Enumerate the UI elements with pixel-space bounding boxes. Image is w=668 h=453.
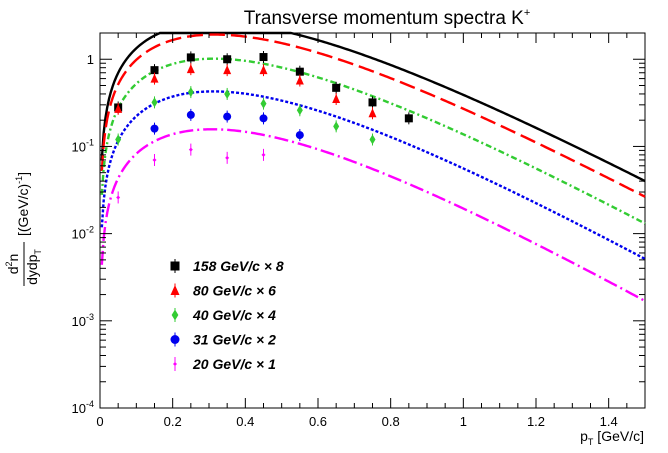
- fit-curve: [100, 31, 646, 183]
- marker-diamond: [171, 309, 179, 321]
- marker-star: [152, 157, 157, 162]
- marker-circle: [223, 112, 232, 121]
- plot-frame: [99, 32, 646, 409]
- marker-triangle: [223, 65, 232, 75]
- marker-diamond: [260, 98, 267, 109]
- marker-square: [404, 114, 413, 123]
- data-points: [114, 51, 413, 204]
- marker-square: [170, 261, 180, 271]
- marker-square: [332, 83, 341, 92]
- marker-triangle: [295, 75, 304, 85]
- marker-diamond: [151, 97, 158, 108]
- y-axis-ticks: 1 10-1 10-2 10-3 10-4: [72, 32, 645, 416]
- legend-label: 80 GeV/c × 6: [193, 283, 276, 299]
- y-tick-label: 10-3: [72, 312, 94, 329]
- legend-label: 40 GeV/c × 4: [192, 307, 276, 323]
- marker-diamond: [115, 134, 122, 145]
- legend-label: 31 GeV/c × 2: [193, 332, 276, 348]
- marker-circle: [295, 131, 304, 140]
- chart-title-superscript: +: [524, 7, 530, 19]
- marker-triangle: [170, 285, 180, 295]
- legend: 158 GeV/c × 8 80 GeV/c × 6 40 GeV/c × 4 31 …: [170, 258, 284, 372]
- marker-star: [225, 155, 230, 160]
- marker-triangle: [114, 103, 123, 113]
- marker-triangle: [150, 73, 159, 83]
- marker-star: [173, 362, 177, 366]
- marker-circle: [186, 110, 195, 119]
- marker-circle: [170, 335, 180, 344]
- marker-star: [116, 195, 121, 200]
- x-tick-label: 0.6: [309, 414, 327, 429]
- marker-star: [188, 147, 193, 152]
- x-tick-label: 1.2: [527, 414, 545, 429]
- fit-curve: [100, 57, 646, 225]
- marker-diamond: [187, 87, 194, 98]
- chart-title: Transverse momentum spectra K+: [244, 7, 531, 29]
- marker-square: [295, 67, 304, 76]
- marker-triangle: [259, 65, 268, 75]
- marker-triangle: [186, 64, 195, 74]
- y-axis-label-numerator: d2n: [4, 254, 21, 275]
- marker-triangle: [368, 108, 377, 118]
- marker-diamond: [224, 88, 231, 99]
- marker-square: [186, 53, 195, 62]
- y-axis-label: d2n dydpT [(GeV/c)-1]: [4, 172, 43, 286]
- marker-diamond: [333, 121, 340, 132]
- legend-label: 158 GeV/c × 8: [193, 258, 284, 274]
- marker-square: [259, 53, 268, 62]
- y-axis-label-denominator: dydpT: [24, 249, 43, 285]
- marker-square: [368, 98, 377, 107]
- marker-square: [223, 55, 232, 64]
- marker-square: [150, 66, 159, 75]
- fit-curve: [100, 128, 646, 303]
- x-axis-label: pT [GeV/c]: [580, 428, 644, 447]
- x-tick-label: 0.2: [164, 414, 182, 429]
- marker-diamond: [296, 105, 303, 116]
- y-tick-label: 10-2: [72, 225, 94, 242]
- y-tick-label: 10-4: [72, 399, 94, 416]
- x-axis-ticks: 0 0.2 0.4 0.6 0.8 1 1.2 1.4: [96, 33, 646, 429]
- x-tick-label: 0.8: [382, 414, 400, 429]
- plot-area: 0 0.2 0.4 0.6 0.8 1 1.2 1.4 1 10-1 10-2 10-3 10-4: [72, 31, 646, 429]
- y-tick-label: 10-1: [72, 137, 94, 154]
- fit-curve: [100, 33, 646, 198]
- y-tick-label: 1: [87, 52, 94, 67]
- marker-triangle: [332, 93, 341, 103]
- x-tick-label: 0: [96, 414, 103, 429]
- marker-circle: [150, 124, 159, 133]
- x-tick-label: 0.4: [236, 414, 254, 429]
- x-tick-label: 1.4: [600, 414, 618, 429]
- marker-star: [261, 152, 266, 157]
- x-tick-label: 1: [460, 414, 467, 429]
- marker-diamond: [369, 134, 376, 145]
- fit-curves: [100, 31, 646, 303]
- y-axis-label-unit: [(GeV/c)-1]: [14, 172, 31, 236]
- legend-label: 20 GeV/c × 1: [192, 356, 276, 372]
- marker-circle: [259, 114, 268, 123]
